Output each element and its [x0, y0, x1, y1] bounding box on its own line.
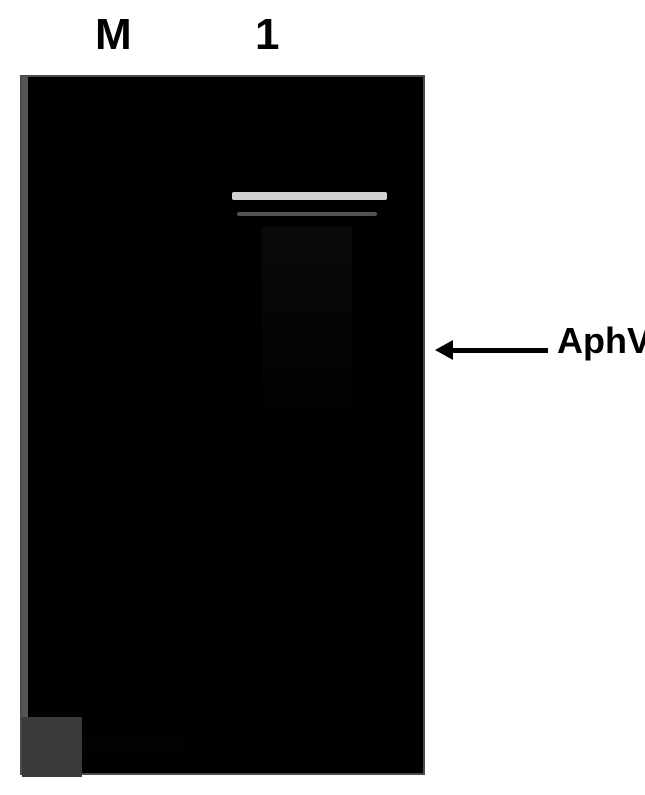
gel-band-lane1-primary [232, 192, 387, 200]
gel-band-lane1-secondary [237, 212, 377, 216]
gel-faint-highlight-bottom [82, 737, 182, 755]
annotation-label: AphVIII [439, 320, 645, 362]
lane-label-marker: M [95, 10, 132, 60]
annotation-arrow-container: AphVIII [435, 328, 548, 360]
gel-electrophoresis-image [20, 75, 425, 775]
gel-streak-lane1 [262, 227, 352, 407]
gel-edge-highlight-bottom [22, 717, 82, 777]
lane-label-sample-1: 1 [255, 10, 279, 60]
gel-edge-highlight-left [22, 77, 28, 777]
